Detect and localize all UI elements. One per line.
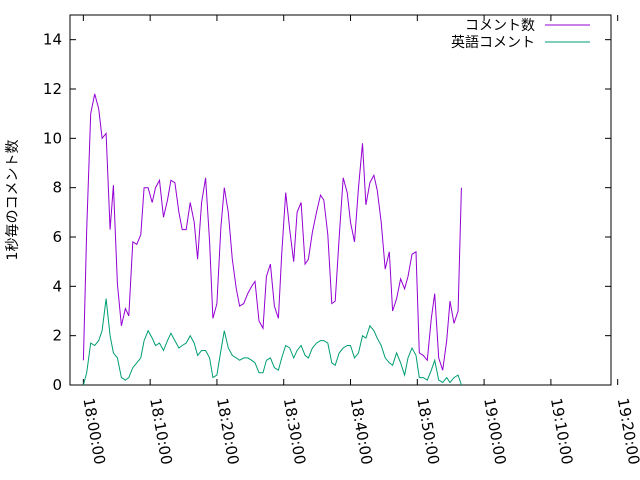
legend-label-1: 英語コメント [451, 34, 535, 51]
x-tick-label: 19:20:00 [614, 397, 640, 466]
x-tick-label: 19:10:00 [547, 397, 576, 466]
series-line-0 [82, 93, 462, 371]
y-tick-label: 12 [43, 80, 62, 98]
y-tick-label: 4 [52, 277, 62, 295]
plot-frame [69, 14, 612, 386]
y-axis-label: 1秒毎のコメント数 [5, 140, 21, 261]
x-tick-label: 18:50:00 [413, 397, 442, 466]
series-line-1 [82, 298, 462, 386]
x-tick-label: 18:20:00 [213, 397, 242, 466]
y-tick-label: 10 [43, 129, 62, 147]
x-axis-ticks: 18:00:00 18:10:00 18:20:00 18:30:00 18:40:00… [79, 15, 640, 466]
x-tick-label: 19:00:00 [480, 397, 509, 466]
x-tick-label: 18:40:00 [347, 397, 376, 466]
y-tick-label: 2 [52, 327, 62, 345]
x-tick-label: 18:10:00 [146, 397, 175, 466]
x-tick-label: 18:30:00 [280, 397, 309, 466]
y-axis-ticks: 0 2 4 6 8 10 12 14 [43, 31, 611, 394]
y-tick-label: 6 [52, 228, 62, 246]
y-tick-label: 0 [52, 376, 62, 394]
y-tick-label: 8 [52, 179, 62, 197]
series-lines [82, 93, 462, 386]
y-tick-label: 14 [43, 31, 62, 49]
x-tick-label: 18:00:00 [79, 397, 108, 466]
legend-label-0: コメント数 [465, 18, 535, 34]
